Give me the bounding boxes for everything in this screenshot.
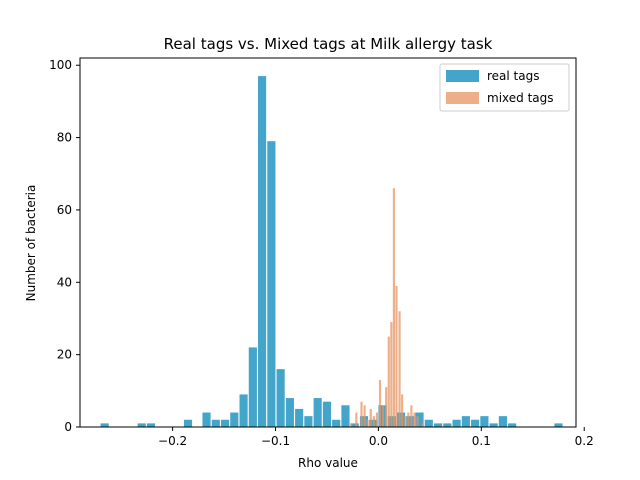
y-tick-label: 40 xyxy=(57,275,72,289)
mixed-tags-bar-21 xyxy=(416,416,419,427)
mixed-tags-bar-19 xyxy=(410,405,413,427)
x-axis-ticks: −0.2 −0.1 0.0 0.1 0.2 xyxy=(158,427,594,448)
real-tags-bar-37 xyxy=(508,423,517,427)
real-tags-bar-9 xyxy=(248,347,257,427)
x-tick-label: −0.1 xyxy=(261,434,290,448)
real-tags-bar-13 xyxy=(285,398,294,427)
real-tags-bar-0 xyxy=(100,423,109,427)
mixed-tags-bar-20 xyxy=(413,412,416,427)
y-tick-label: 20 xyxy=(57,348,72,362)
real-tags-bar-14 xyxy=(295,408,304,427)
real-tags-bar-1 xyxy=(137,423,146,427)
real-tags-bar-26 xyxy=(406,416,415,427)
mixed-tags-bar-0 xyxy=(350,423,353,427)
real-tags-bar-5 xyxy=(211,419,220,427)
real-tags-bar-3 xyxy=(183,419,193,427)
mixed-tags-bars xyxy=(350,188,424,427)
real-tags-bar-38 xyxy=(554,423,563,427)
real-tags-bar-16 xyxy=(313,398,322,427)
real-tags-bar-34 xyxy=(480,416,489,427)
mixed-tags-bar-3 xyxy=(363,405,366,427)
mixed-tags-bar-7 xyxy=(375,412,379,427)
mixed-tags-bar-6 xyxy=(372,416,375,427)
y-tick-label: 80 xyxy=(57,131,72,145)
chart-title: Real tags vs. Mixed tags at Milk allergy… xyxy=(164,35,493,53)
real-tags-bar-8 xyxy=(239,394,248,427)
real-tags-bar-15 xyxy=(304,416,313,427)
mixed-tags-bar-12 xyxy=(390,322,393,427)
legend-swatch-mixed-tags xyxy=(446,92,479,104)
mixed-tags-bar-14 xyxy=(395,285,398,427)
real-tags-bar-27 xyxy=(415,412,424,427)
x-tick-label: −0.2 xyxy=(158,434,187,448)
real-tags-bar-32 xyxy=(461,416,470,427)
real-tags-bar-4 xyxy=(202,412,211,427)
mixed-tags-bar-10 xyxy=(385,387,388,427)
mixed-tags-bar-15 xyxy=(398,311,401,427)
real-tags-bar-20 xyxy=(350,423,359,427)
real-tags-bar-10 xyxy=(258,76,267,427)
mixed-tags-bar-11 xyxy=(387,336,390,427)
mixed-tags-bar-17 xyxy=(404,416,407,427)
real-tags-bar-33 xyxy=(471,419,480,427)
x-tick-label: 0.0 xyxy=(369,434,388,448)
real-tags-bar-11 xyxy=(267,141,276,427)
mixed-tags-bar-22 xyxy=(421,423,424,427)
real-tags-bar-35 xyxy=(489,423,498,427)
x-tick-label: 0.2 xyxy=(575,434,594,448)
real-tags-bar-18 xyxy=(332,419,341,427)
mixed-tags-bar-9 xyxy=(382,405,385,427)
mixed-tags-bar-5 xyxy=(369,408,372,427)
mixed-tags-bar-4 xyxy=(366,419,369,427)
y-tick-label: 100 xyxy=(49,58,72,72)
plot-frame xyxy=(79,57,577,428)
real-tags-bar-12 xyxy=(276,369,285,427)
mixed-tags-bar-18 xyxy=(407,412,410,427)
y-tick-label: 60 xyxy=(57,203,72,217)
mixed-tags-bar-13 xyxy=(392,188,395,427)
mixed-tags-bar-8 xyxy=(378,379,382,427)
real-tags-bar-2 xyxy=(146,423,156,427)
mixed-tags-bar-16 xyxy=(401,394,404,427)
y-axis-label: Number of bacteria xyxy=(24,185,38,302)
real-tags-bar-6 xyxy=(220,419,230,427)
legend: real tags mixed tags xyxy=(439,63,570,112)
real-tags-bar-19 xyxy=(341,405,350,427)
legend-label-real-tags: real tags xyxy=(487,69,539,83)
y-axis-ticks: 0 20 40 60 80 100 xyxy=(49,58,80,434)
real-tags-bar-25 xyxy=(396,412,406,427)
x-axis-label: Rho value xyxy=(298,456,358,470)
real-tags-bar-28 xyxy=(424,419,433,427)
legend-swatch-real-tags xyxy=(446,70,479,82)
real-tags-bars xyxy=(100,76,563,427)
real-tags-bar-7 xyxy=(230,412,239,427)
real-tags-bar-30 xyxy=(443,423,452,427)
mixed-tags-bar-1 xyxy=(355,412,358,427)
real-tags-bar-36 xyxy=(498,416,507,427)
x-tick-label: 0.1 xyxy=(472,434,491,448)
real-tags-bar-31 xyxy=(452,419,461,427)
legend-label-mixed-tags: mixed tags xyxy=(487,91,554,105)
real-tags-bar-29 xyxy=(433,423,443,427)
y-tick-label: 0 xyxy=(64,420,72,434)
real-tags-bar-17 xyxy=(322,401,331,427)
mixed-tags-bar-2 xyxy=(360,401,363,427)
